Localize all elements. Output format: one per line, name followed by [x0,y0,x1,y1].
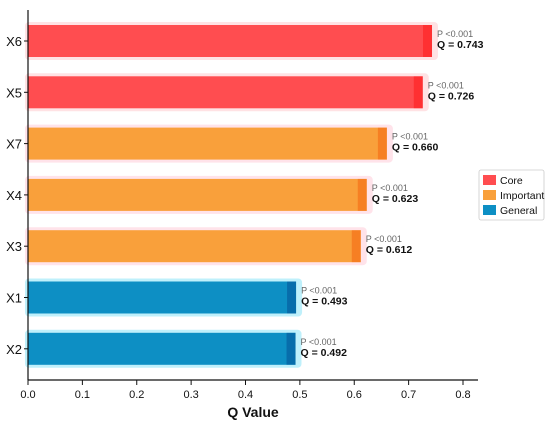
bar-end-x1 [287,281,297,314]
q-value-label-x4: Q = 0.623 [372,193,419,205]
p-value-label-x7: P <0.001 [392,132,428,142]
y-tick-label-x5: X5 [6,85,22,100]
legend: Core Important General [478,169,544,221]
x-tick-label-8: 0.8 [455,389,470,401]
q-value-label-x2: Q = 0.492 [301,347,348,359]
p-value-label-x1: P <0.001 [301,286,337,296]
bar-x5 [28,76,423,109]
legend-label-general: General [500,205,537,217]
bar-x4 [28,178,367,211]
axis-layer: Q Value 0.0 0.1 0.2 0.3 0.4 0.5 0.6 0.7 0.8 [20,10,478,420]
bar-x3 [28,230,361,263]
p-value-label-x4: P <0.001 [372,183,408,193]
x-tick-label-4: 0.4 [238,389,253,401]
x-axis-title: Q Value [227,404,279,420]
x-tick-label-5: 0.5 [292,389,307,401]
p-value-label-x5: P <0.001 [428,80,464,90]
x-tick-label-1: 0.1 [75,389,90,401]
x-tick-label-0: 0.0 [20,389,35,401]
bar-x2 [28,332,296,365]
bar-end-x3 [351,230,361,263]
p-value-label-x2: P <0.001 [301,337,337,347]
bar-x6 [28,25,433,57]
bar-x1 [28,281,297,314]
legend-label-core: Core [500,175,523,187]
q-value-label-x1: Q = 0.493 [301,296,348,308]
legend-swatch-general [483,205,496,215]
p-value-label-x6: P <0.001 [437,29,473,39]
bar-end-x5 [413,76,423,109]
y-tick-label-x1: X1 [6,291,22,306]
bar-end-x4 [357,178,367,211]
x-tick-label-3: 0.3 [183,389,198,401]
x-tick-label-7: 0.7 [401,389,416,401]
q-value-label-x3: Q = 0.612 [366,244,413,256]
bar-end-x6 [423,25,433,57]
p-value-label-x3: P <0.001 [366,234,402,244]
bar-end-x7 [377,127,387,160]
q-value-label-x6: Q = 0.743 [437,39,484,51]
y-tick-label-x6: X6 [6,34,22,49]
bar-end-x2 [286,332,296,365]
y-tick-label-x4: X4 [6,188,22,203]
legend-swatch-core [483,175,496,185]
bar-x7 [28,127,387,160]
legend-label-important: Important [500,190,544,202]
x-tick-label-6: 0.6 [347,389,362,401]
y-tick-label-x2: X2 [6,342,22,357]
bar-layer [28,25,433,365]
legend-swatch-important [483,190,496,200]
x-tick-label-2: 0.2 [129,389,144,401]
y-tick-label-x3: X3 [6,239,22,254]
q-value-label-x5: Q = 0.726 [428,90,475,102]
q-value-label-x7: Q = 0.660 [392,142,439,154]
y-tick-label-x7: X7 [6,137,22,152]
